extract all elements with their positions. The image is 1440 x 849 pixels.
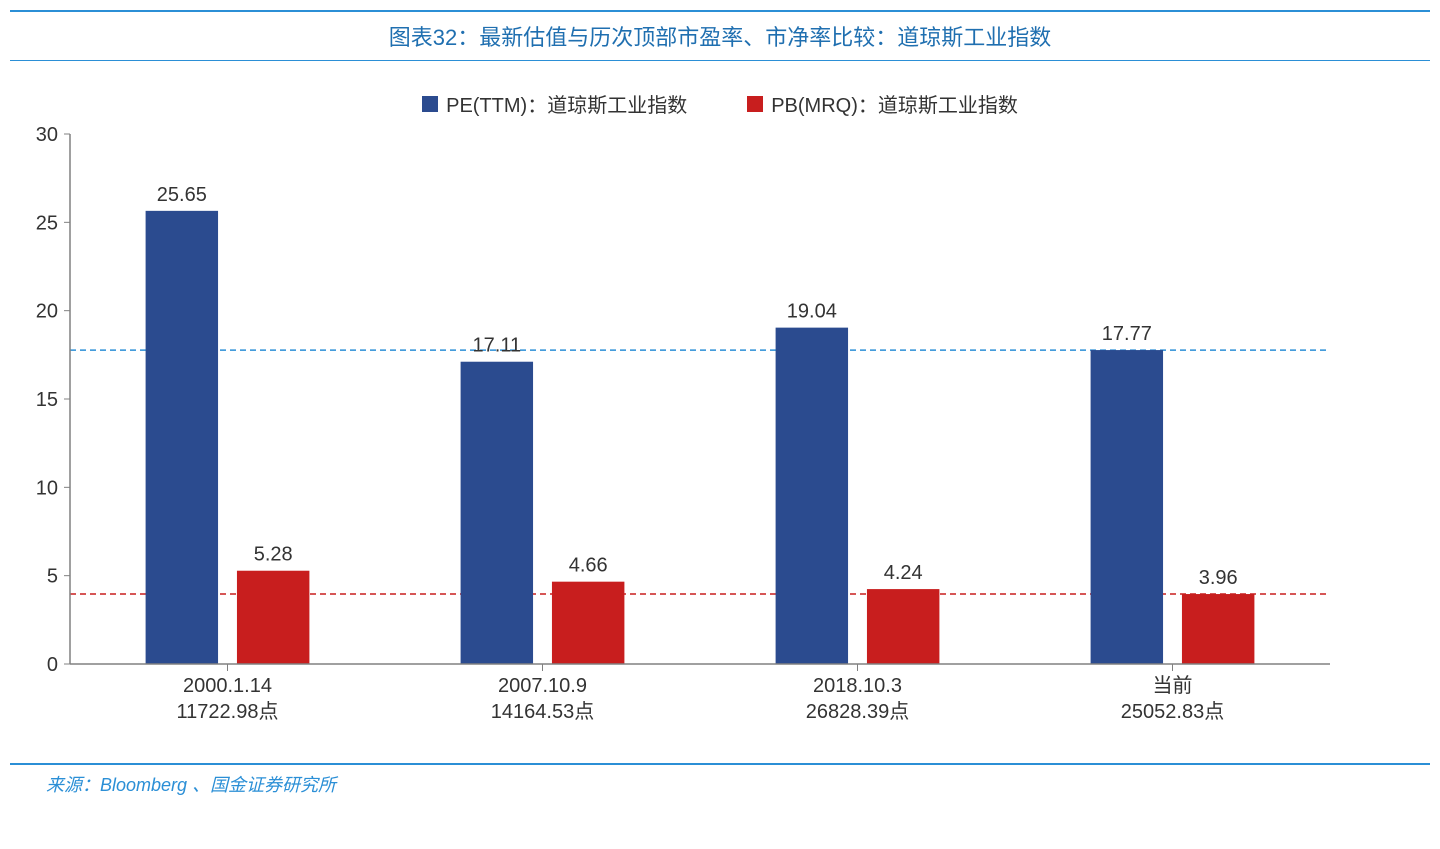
legend-swatch-pe: [422, 96, 438, 112]
legend: PE(TTM)：道琼斯工业指数 PB(MRQ)：道琼斯工业指数: [10, 89, 1430, 118]
svg-text:2007.10.9: 2007.10.9: [498, 675, 587, 697]
svg-text:25052.83点: 25052.83点: [1121, 700, 1224, 723]
legend-label-pe: PE(TTM)：道琼斯工业指数: [446, 89, 687, 118]
svg-text:19.04: 19.04: [787, 301, 837, 323]
legend-item-pb: PB(MRQ)：道琼斯工业指数: [747, 89, 1018, 118]
svg-text:30: 30: [36, 124, 58, 146]
chart-container: 图表32：最新估值与历次顶部市盈率、市净率比较：道琼斯工业指数 PE(TTM)：…: [10, 10, 1430, 797]
bar-chart-svg: 0 5 10 15 20 25 30 25.65 5.28 2000.1.14 11722.98点 1…: [10, 124, 1350, 754]
source-text: 来源：Bloomberg 、国金证券研究所: [10, 765, 1430, 797]
chart-plot: 0 5 10 15 20 25 30 25.65 5.28 2000.1.14 11722.98点 1…: [10, 124, 1430, 759]
svg-text:0: 0: [47, 654, 58, 676]
svg-text:10: 10: [36, 477, 58, 499]
svg-text:4.66: 4.66: [569, 555, 608, 577]
svg-text:当前: 当前: [1153, 674, 1193, 697]
svg-text:26828.39点: 26828.39点: [806, 700, 909, 723]
chart-title: 图表32：最新估值与历次顶部市盈率、市净率比较：道琼斯工业指数: [389, 25, 1051, 50]
legend-label-pb: PB(MRQ)：道琼斯工业指数: [771, 89, 1018, 118]
svg-text:5: 5: [47, 566, 58, 588]
svg-text:15: 15: [36, 389, 58, 411]
svg-text:5.28: 5.28: [254, 544, 293, 566]
svg-text:25: 25: [36, 212, 58, 234]
svg-text:17.77: 17.77: [1102, 323, 1152, 345]
legend-swatch-pb: [747, 96, 763, 112]
svg-text:20: 20: [36, 301, 58, 323]
svg-text:4.24: 4.24: [884, 562, 923, 584]
svg-text:17.11: 17.11: [473, 335, 522, 357]
legend-item-pe: PE(TTM)：道琼斯工业指数: [422, 89, 687, 118]
svg-text:11722.98点: 11722.98点: [177, 700, 279, 723]
svg-text:25.65: 25.65: [157, 184, 207, 206]
svg-text:3.96: 3.96: [1199, 567, 1238, 589]
svg-text:2018.10.3: 2018.10.3: [813, 675, 902, 697]
svg-text:14164.53点: 14164.53点: [491, 700, 594, 723]
svg-text:2000.1.14: 2000.1.14: [183, 675, 272, 697]
chart-title-bar: 图表32：最新估值与历次顶部市盈率、市净率比较：道琼斯工业指数: [10, 10, 1430, 61]
